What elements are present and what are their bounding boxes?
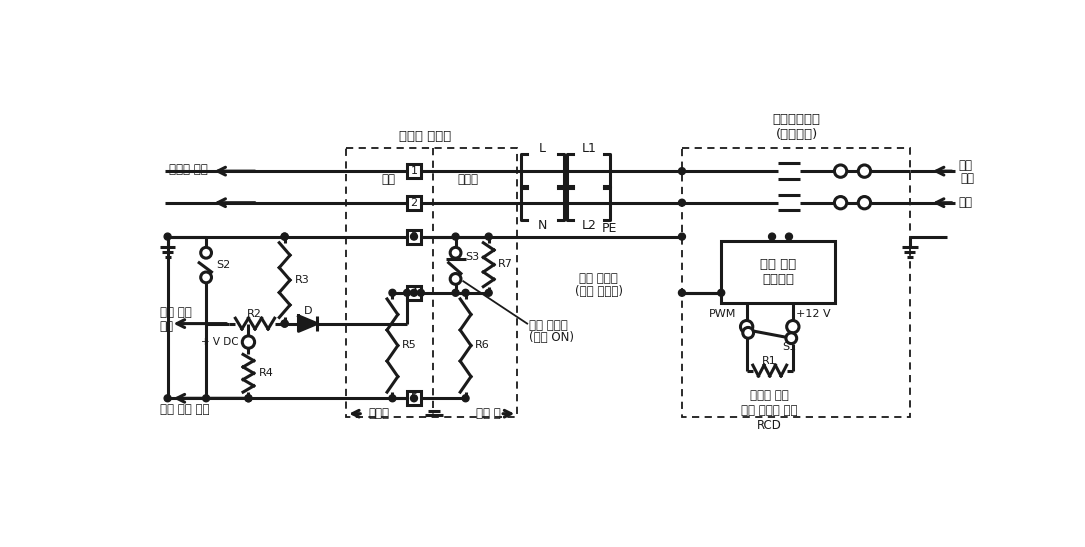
Circle shape [678, 289, 686, 296]
Circle shape [418, 289, 424, 296]
Text: 자동차 커플러: 자동차 커플러 [398, 130, 451, 143]
Bar [407, 196, 421, 210]
Circle shape [390, 289, 396, 296]
Text: 리티: 리티 [960, 172, 974, 184]
Text: R1: R1 [763, 356, 777, 366]
Circle shape [281, 233, 289, 240]
Text: (기능 감시선): (기능 감시선) [575, 285, 623, 298]
Text: 회로를 닫는
감시 기능이 있는
RCD: 회로를 닫는 감시 기능이 있는 RCD [741, 389, 797, 432]
Text: 감시 기능: 감시 기능 [159, 306, 192, 319]
Circle shape [164, 233, 171, 240]
Circle shape [390, 395, 396, 401]
Circle shape [404, 289, 410, 296]
Text: 로직: 로직 [159, 320, 174, 333]
Text: L: L [539, 142, 546, 155]
Circle shape [281, 320, 289, 327]
Text: R3: R3 [295, 275, 309, 284]
Bar [407, 391, 421, 405]
Bar [346, 148, 518, 417]
Text: PWM: PWM [710, 310, 737, 319]
Text: R5: R5 [401, 340, 417, 350]
Text: 푸시 스위치: 푸시 스위치 [529, 319, 569, 331]
Text: 전원공급장치: 전원공급장치 [773, 113, 820, 126]
Text: + V DC: + V DC [201, 337, 239, 347]
Bar [407, 164, 421, 178]
Circle shape [834, 165, 846, 177]
Circle shape [450, 274, 461, 284]
Circle shape [201, 247, 212, 258]
Circle shape [462, 289, 469, 296]
Circle shape [485, 233, 493, 240]
Text: 5: 5 [410, 393, 418, 403]
Polygon shape [298, 316, 317, 331]
Circle shape [743, 328, 754, 338]
Text: 전원: 전원 [958, 196, 972, 209]
Text: 커넥터: 커넥터 [458, 173, 478, 186]
Text: 코드 셋: 코드 셋 [476, 407, 501, 420]
Text: D: D [304, 306, 312, 316]
Text: 충전기 입력: 충전기 입력 [169, 163, 207, 176]
Circle shape [858, 165, 870, 177]
Text: 1: 1 [410, 166, 418, 176]
Circle shape [858, 196, 870, 209]
Text: 유틸: 유틸 [958, 159, 972, 172]
Circle shape [678, 199, 686, 206]
Bar [682, 148, 910, 417]
Text: S1: S1 [782, 342, 796, 352]
Circle shape [786, 233, 792, 240]
Text: S3: S3 [464, 252, 478, 263]
Text: +12 V: +12 V [796, 310, 830, 319]
Circle shape [740, 321, 753, 333]
Circle shape [718, 289, 725, 296]
Text: R2: R2 [247, 309, 263, 318]
Circle shape [410, 289, 418, 296]
Text: (충전설비): (충전설비) [776, 127, 818, 141]
Text: 근접 검출 로직: 근접 검출 로직 [159, 403, 209, 416]
Text: R6: R6 [475, 340, 489, 350]
Circle shape [450, 247, 461, 258]
Text: 인렛: 인렛 [382, 173, 396, 186]
Circle shape [245, 395, 252, 401]
Circle shape [410, 233, 418, 240]
Circle shape [164, 395, 171, 401]
Circle shape [410, 395, 418, 401]
Circle shape [281, 233, 289, 240]
Circle shape [786, 333, 796, 344]
Circle shape [462, 395, 469, 401]
Text: 자동차: 자동차 [368, 407, 390, 420]
Circle shape [201, 272, 212, 283]
Circle shape [787, 321, 799, 333]
Text: 2: 2 [410, 197, 418, 208]
Text: L2: L2 [582, 219, 597, 232]
Text: 4: 4 [410, 288, 418, 298]
Text: 제어 감시선: 제어 감시선 [579, 272, 618, 286]
Circle shape [834, 196, 846, 209]
Text: R7: R7 [498, 259, 513, 269]
Text: 감시 기능
컨트롤러: 감시 기능 컨트롤러 [761, 258, 796, 286]
Text: N: N [538, 219, 547, 232]
Circle shape [452, 233, 459, 240]
Circle shape [768, 233, 776, 240]
Circle shape [203, 395, 209, 401]
Bar [407, 230, 421, 243]
Text: PE: PE [602, 223, 617, 235]
Text: (대개 ON): (대개 ON) [529, 331, 574, 344]
Circle shape [678, 168, 686, 174]
Circle shape [452, 289, 459, 296]
Circle shape [281, 320, 289, 327]
Text: 3: 3 [410, 231, 418, 242]
Circle shape [485, 289, 493, 296]
Text: R4: R4 [258, 368, 273, 378]
Text: S2: S2 [216, 260, 230, 270]
Bar [407, 286, 421, 300]
Circle shape [242, 336, 255, 348]
Text: L1: L1 [582, 142, 597, 155]
Circle shape [678, 233, 686, 240]
Bar [722, 241, 835, 303]
Circle shape [245, 395, 252, 401]
